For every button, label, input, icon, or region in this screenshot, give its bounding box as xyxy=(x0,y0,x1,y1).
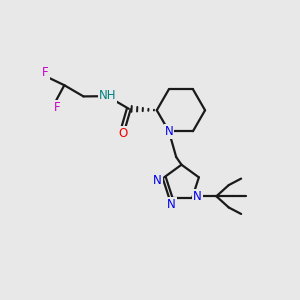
Text: F: F xyxy=(42,66,49,80)
Text: F: F xyxy=(54,100,61,113)
Text: N: N xyxy=(167,198,176,211)
Text: N: N xyxy=(193,190,202,203)
Text: NH: NH xyxy=(99,89,116,102)
Text: O: O xyxy=(118,127,128,140)
Text: N: N xyxy=(153,174,162,188)
Text: N: N xyxy=(164,125,173,138)
